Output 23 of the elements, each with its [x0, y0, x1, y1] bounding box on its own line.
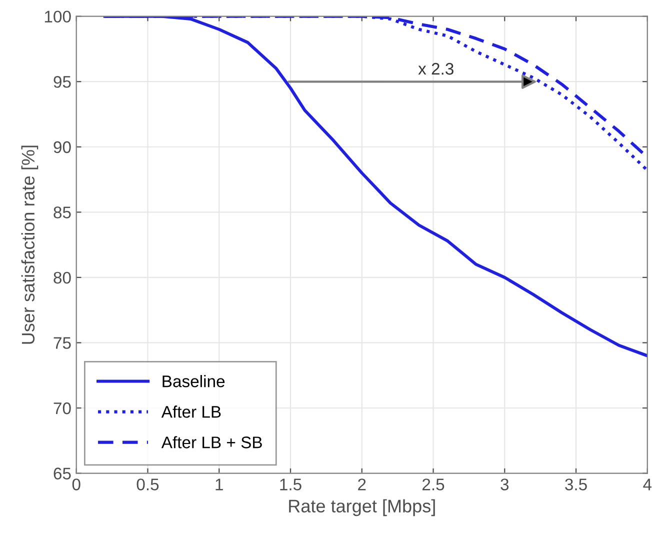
x-tick-label: 1	[216, 478, 223, 490]
x-tick-label: 3.5	[565, 478, 587, 490]
x-tick-label: 0	[72, 478, 80, 490]
y-tick-label: 65	[54, 468, 71, 480]
x-tick-label: 2.5	[422, 478, 444, 490]
y-tick-label: 80	[54, 272, 71, 284]
y-tick-label: 95	[54, 76, 71, 88]
x-axis-title: Rate target [Mbps]	[289, 499, 435, 516]
legend-label: Baseline	[162, 375, 225, 388]
y-tick-label: 90	[54, 141, 71, 154]
x-tick-label: 0.5	[136, 478, 159, 490]
annotation: x 2.3	[418, 62, 454, 75]
y-tick-label: 100	[44, 10, 71, 23]
y-tick-label: 85	[54, 206, 71, 218]
x-tick-label: 3	[500, 478, 509, 490]
x-tick-label: 4	[643, 478, 652, 490]
y-tick-label: 75	[54, 337, 71, 349]
legend-label: After LB + SB	[161, 436, 262, 448]
x-tick-label: 1.5	[280, 478, 302, 490]
y-axis-title: User satisfaction rate [%]	[21, 146, 38, 344]
legend-label: After LB	[161, 406, 221, 418]
x-tick-label: 2	[358, 478, 366, 490]
y-tick-label: 70	[54, 402, 71, 414]
